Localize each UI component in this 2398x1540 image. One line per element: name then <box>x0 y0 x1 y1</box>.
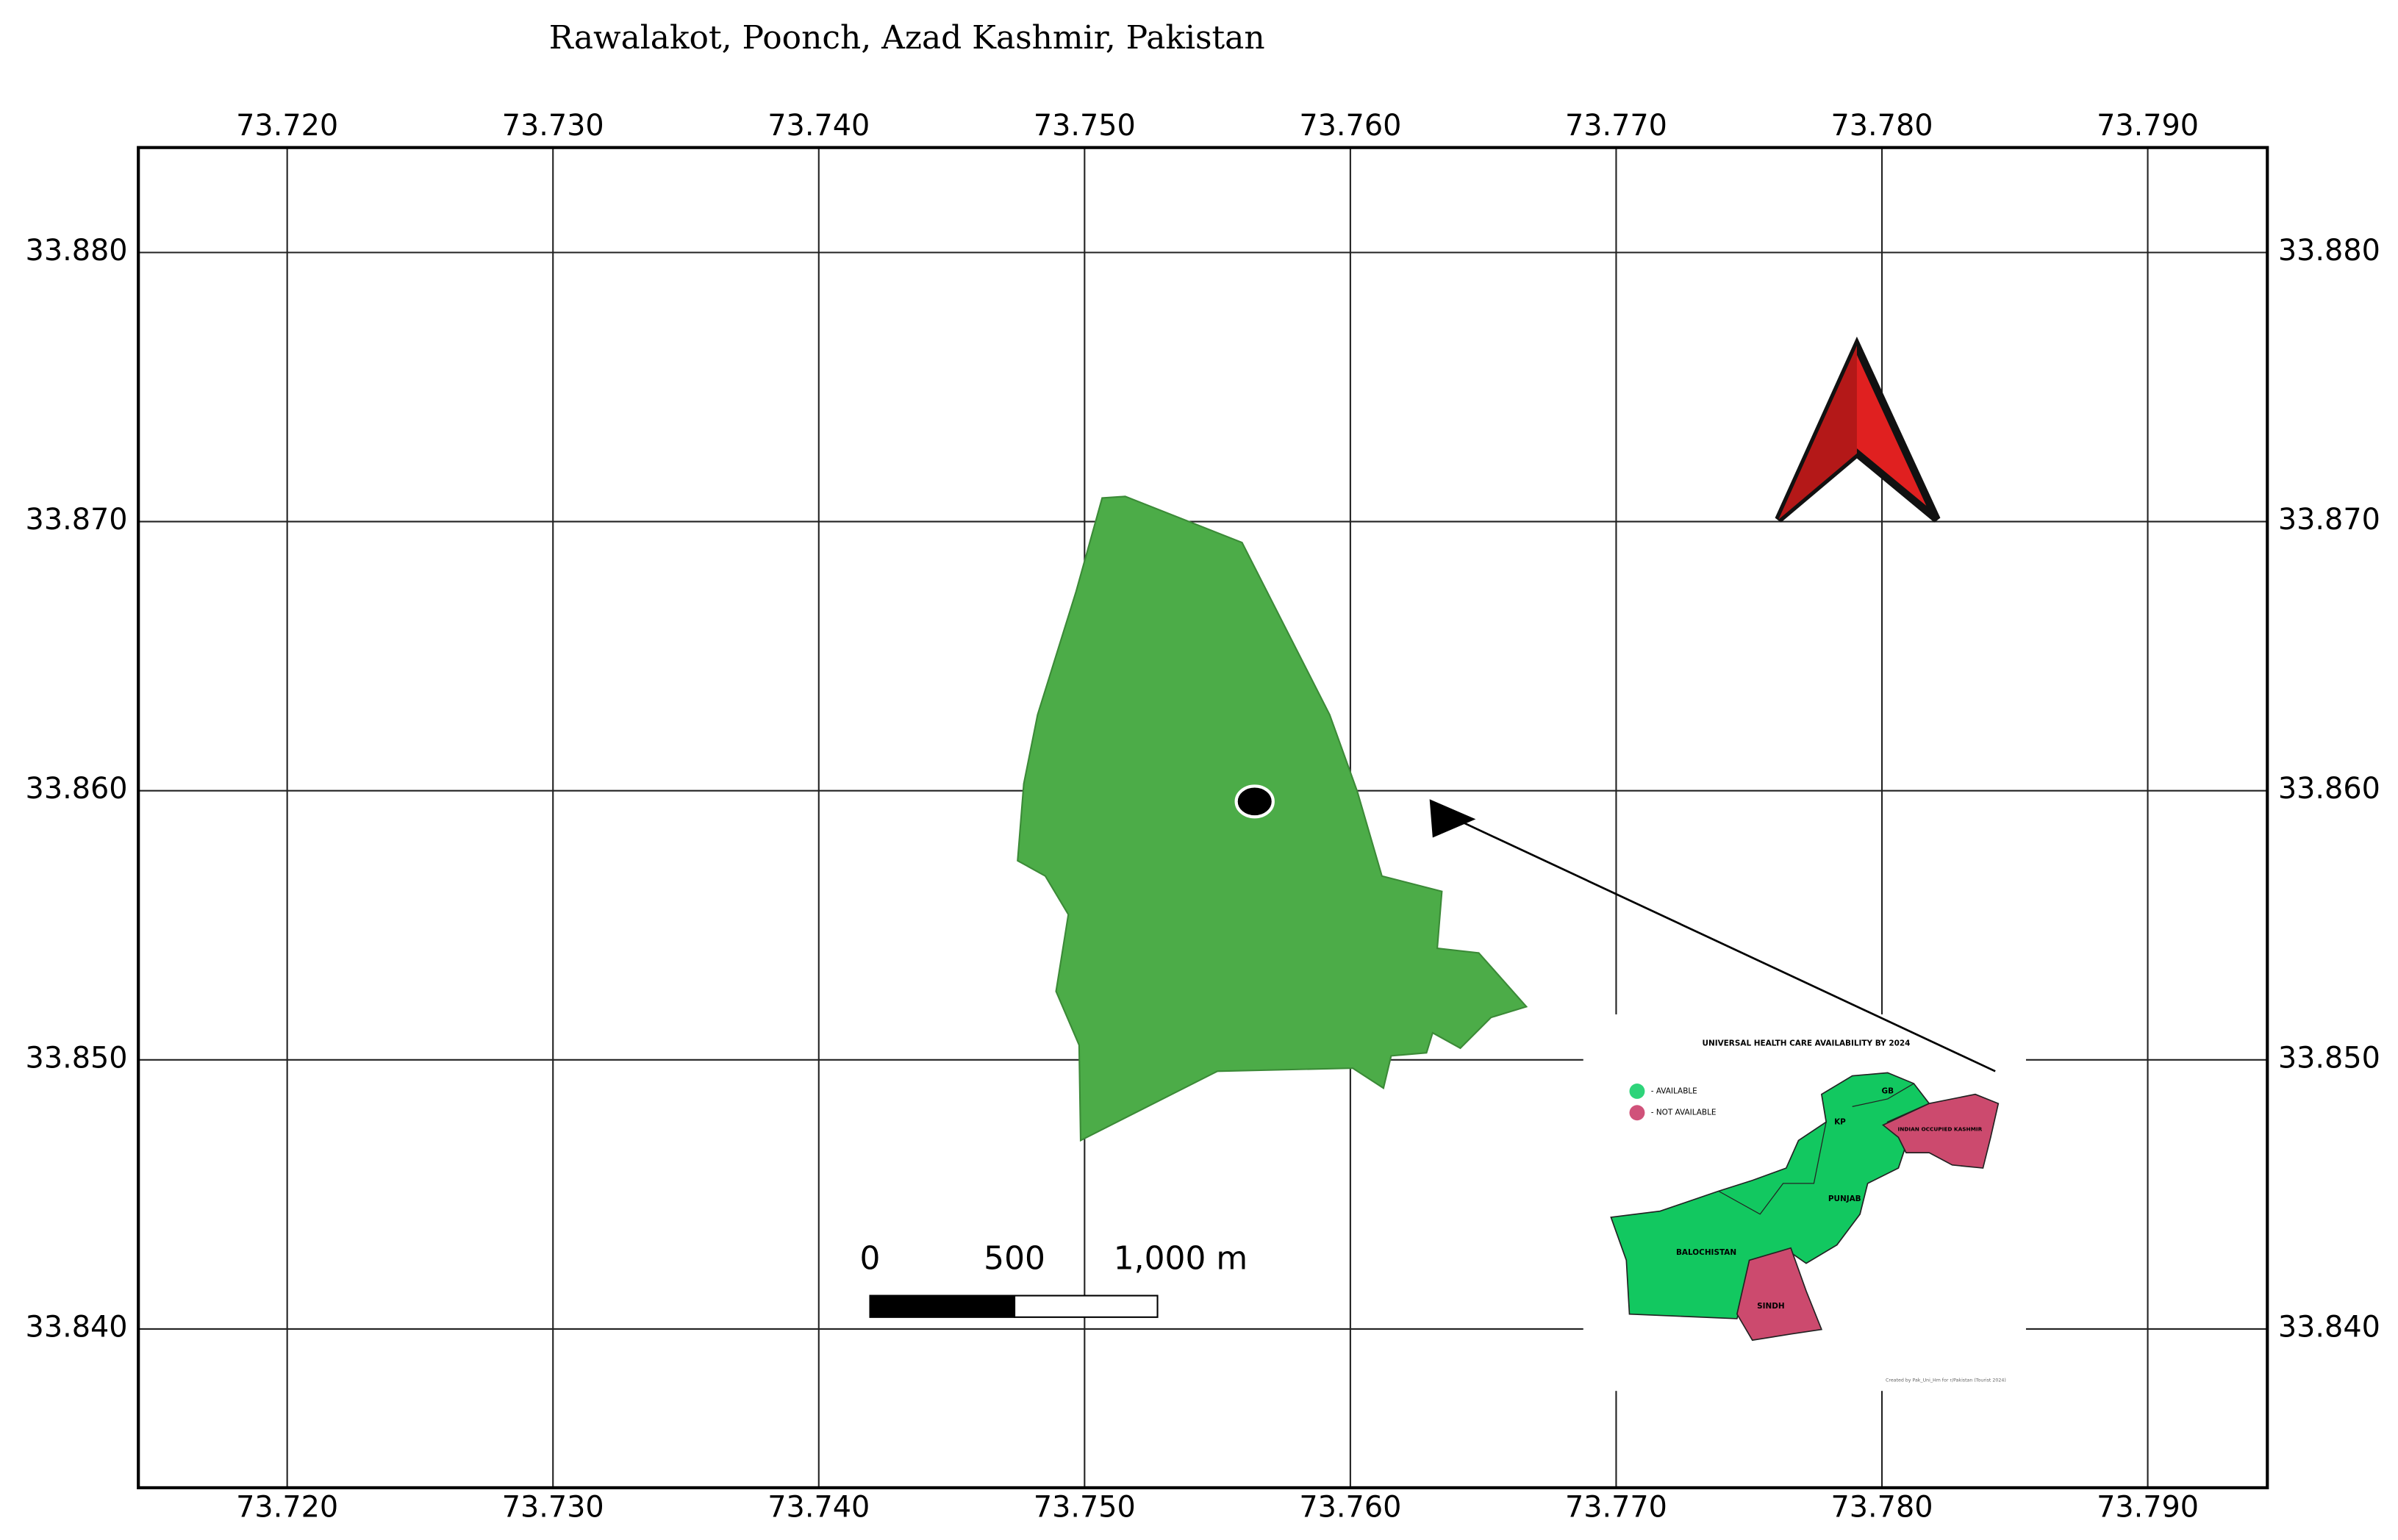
y-tick-label: 33.840 <box>26 1310 128 1344</box>
legend-swatch <box>1629 1084 1645 1099</box>
scale-label: 0 <box>860 1239 881 1277</box>
region-label: BALOCHISTAN <box>1676 1248 1736 1257</box>
inset-title: UNIVERSAL HEALTH CARE AVAILABILITY BY 20… <box>1703 1039 1911 1048</box>
x-tick-label: 73.770 <box>1565 1491 1667 1525</box>
x-tick-label: 73.720 <box>236 1491 338 1525</box>
x-tick-label: 73.790 <box>2097 109 2199 143</box>
x-tick-label: 73.730 <box>502 109 604 143</box>
scale-segment <box>1014 1294 1159 1318</box>
y-tick-label: 33.880 <box>2278 234 2380 268</box>
scale-label: 500 <box>984 1239 1045 1277</box>
region-label: SINDH <box>1757 1302 1785 1311</box>
not-available-region <box>1881 1093 2000 1169</box>
x-tick-label: 73.750 <box>1034 1491 1136 1525</box>
x-tick-label: 73.770 <box>1565 109 1667 143</box>
legend-swatch <box>1629 1105 1645 1121</box>
x-tick-label: 73.730 <box>502 1491 604 1525</box>
north-arrow <box>1775 336 1941 523</box>
map-title: Rawalakot, Poonch, Azad Kashmir, Pakista… <box>549 19 1265 57</box>
inset: UNIVERSAL HEALTH CARE AVAILABILITY BY 20… <box>1583 1014 2026 1392</box>
region-label: PUNJAB <box>1828 1195 1861 1203</box>
x-tick-label: 73.740 <box>767 109 870 143</box>
legend-label: - NOT AVAILABLE <box>1651 1109 1717 1117</box>
locator-arrowhead <box>1429 799 1476 838</box>
not-available-region <box>1736 1247 1823 1342</box>
locator-arrow <box>1429 799 1996 1072</box>
rawalakot-area <box>1017 495 1528 1142</box>
locator-line <box>1452 817 1996 1072</box>
y-tick-label: 33.880 <box>26 234 128 268</box>
province-border <box>1852 1083 1914 1108</box>
x-tick-label: 73.790 <box>2097 1491 2199 1525</box>
north-arrow-shade <box>1778 345 1857 520</box>
y-tick-label: 33.870 <box>26 503 128 537</box>
inset-credit: Created by Pak_Uni_Hm for r/Pakistan (To… <box>1886 1378 2006 1383</box>
legend-label: - AVAILABLE <box>1651 1086 1697 1095</box>
x-tick-label: 73.760 <box>1299 109 1401 143</box>
location-marker <box>1234 784 1275 819</box>
y-tick-label: 33.860 <box>26 772 128 806</box>
region-label: GB <box>1882 1086 1894 1095</box>
x-tick-label: 73.780 <box>1831 1491 1933 1525</box>
map-frame <box>137 146 2269 1490</box>
region-label: INDIAN OCCUPIED KASHMIR <box>1898 1126 1983 1133</box>
x-tick-label: 73.760 <box>1299 1491 1401 1525</box>
y-tick-label: 33.870 <box>2278 503 2380 537</box>
scale-segment <box>869 1294 1016 1318</box>
region-label: KP <box>1834 1117 1846 1126</box>
scale-label: 1,000 m <box>1114 1239 1248 1277</box>
province-border <box>1718 1122 1827 1215</box>
scale-bar: 0 500 1,000 m <box>860 1239 1248 1318</box>
y-tick-label: 33.850 <box>26 1041 128 1075</box>
x-tick-label: 73.740 <box>767 1491 870 1525</box>
x-tick-label: 73.750 <box>1034 109 1136 143</box>
y-tick-label: 33.840 <box>2278 1310 2380 1344</box>
x-tick-label: 73.720 <box>236 109 338 143</box>
y-tick-label: 33.850 <box>2278 1041 2380 1075</box>
y-tick-label: 33.860 <box>2278 772 2380 806</box>
x-tick-label: 73.780 <box>1831 109 1933 143</box>
